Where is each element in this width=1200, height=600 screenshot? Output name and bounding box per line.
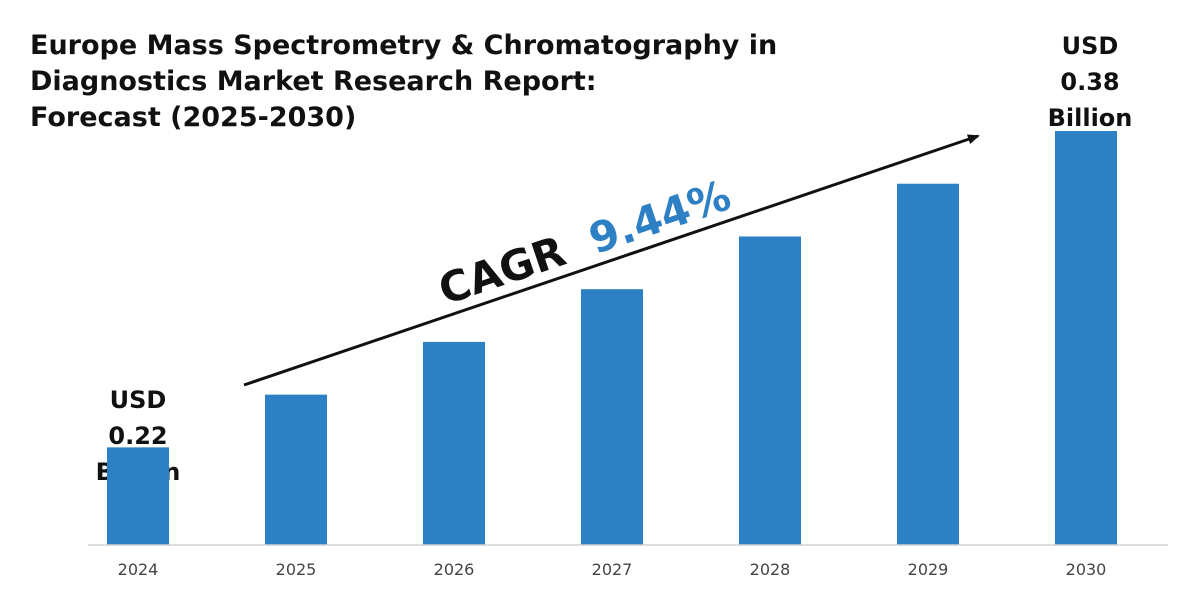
bar-2027 — [581, 289, 643, 545]
bars-group — [107, 131, 1117, 546]
chart-title-line-3: Forecast (2025-2030) — [30, 102, 357, 133]
chart-title-line-2: Diagnostics Market Research Report: — [30, 66, 597, 97]
cagr-value: 9.44% — [583, 170, 737, 263]
end-value-unit: Billion — [1047, 104, 1133, 132]
end-value-amount: 0.38 — [1060, 68, 1120, 96]
x-tick-label-2028: 2028 — [750, 560, 791, 579]
x-tick-label-2027: 2027 — [592, 560, 633, 579]
x-tick-label-2024: 2024 — [118, 560, 159, 579]
x-tick-label-2030: 2030 — [1066, 560, 1107, 579]
x-tick-label-2025: 2025 — [276, 560, 317, 579]
chart-title: Europe Mass Spectrometry & Chromatograph… — [30, 28, 790, 136]
x-tick-label-2029: 2029 — [908, 560, 949, 579]
start-value-currency: USD — [109, 386, 167, 414]
cagr-prefix: CAGR — [432, 226, 571, 314]
start-value-amount: 0.22 — [108, 422, 168, 450]
x-axis-ticks: 2024 2025 2026 2027 2028 2029 2030 — [118, 560, 1107, 579]
bar-2025 — [265, 394, 327, 545]
chart-title-line-1: Europe Mass Spectrometry & Chromatograph… — [30, 30, 778, 61]
bar-2028 — [739, 236, 801, 546]
bar-2024 — [107, 447, 169, 545]
bar-2030 — [1055, 131, 1117, 545]
end-value-label: USD 0.38 Billion — [1010, 28, 1170, 136]
cagr-trend-arrow — [243, 134, 980, 387]
x-tick-label-2026: 2026 — [434, 560, 475, 579]
bar-2026 — [423, 341, 485, 545]
bar-2029 — [897, 183, 959, 545]
end-value-currency: USD — [1061, 32, 1119, 60]
